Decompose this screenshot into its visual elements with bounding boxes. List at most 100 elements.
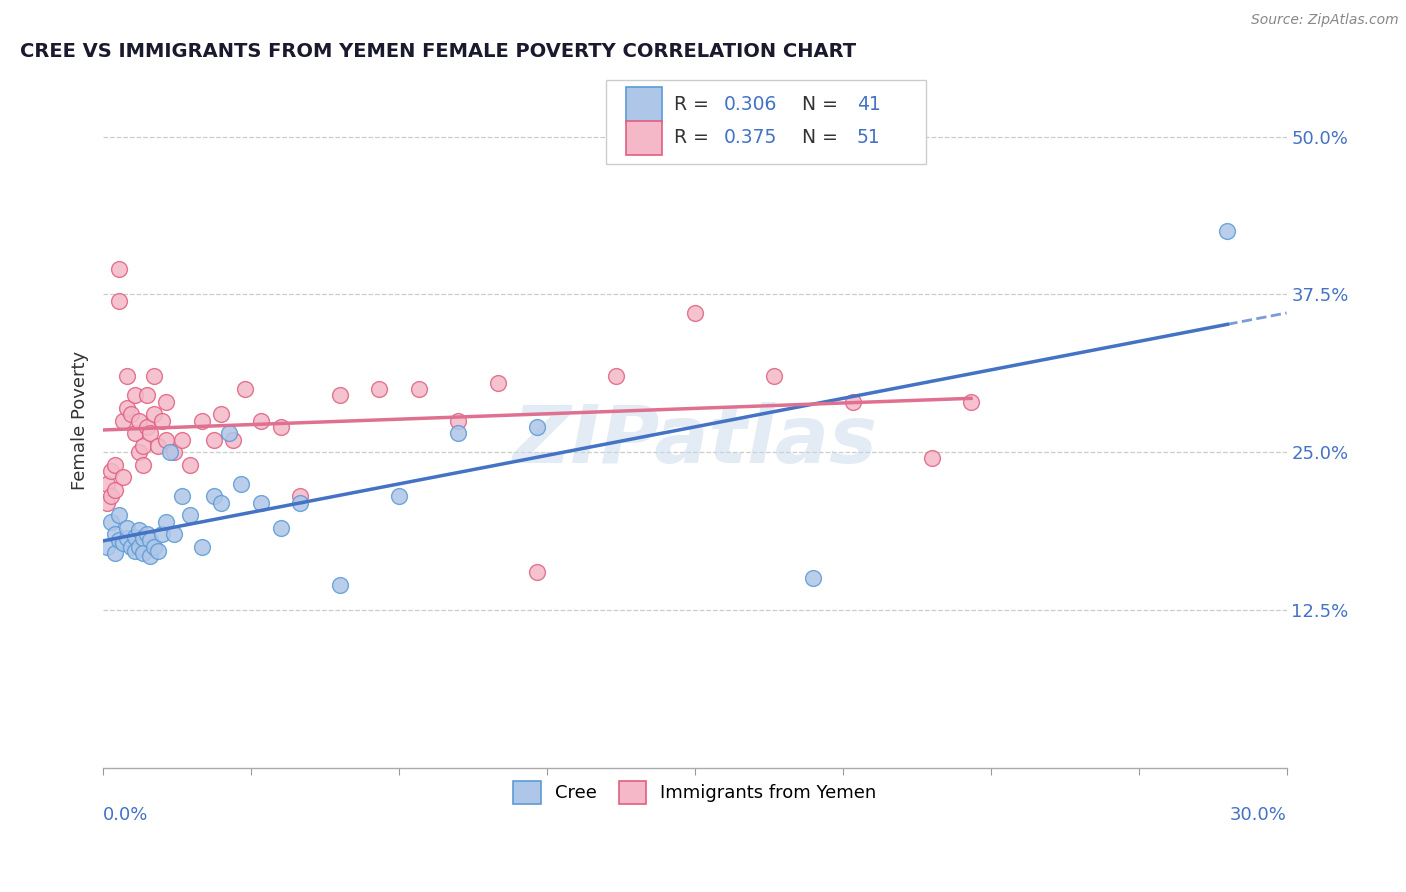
Point [388,489,411,503]
Text: ZIPatlas: ZIPatlas [512,402,877,481]
Point [163,445,186,459]
Point [155,515,177,529]
Point [155,433,177,447]
Point [96,540,118,554]
Point [233,382,256,396]
Text: N =: N = [790,95,844,114]
Point [290,489,312,503]
Point [231,476,253,491]
Point [143,369,166,384]
Text: 30.0%: 30.0% [1230,805,1286,824]
Point [104,483,127,497]
Point [762,369,785,384]
Point [211,407,233,421]
Point [329,388,352,402]
Y-axis label: Female Poverty: Female Poverty [72,351,89,490]
Point [408,382,430,396]
Point [124,543,146,558]
Text: 0.375: 0.375 [723,128,776,147]
Point [108,508,131,523]
Point [100,464,122,478]
Point [115,531,138,545]
Point [135,527,157,541]
Point [128,445,150,459]
Point [486,376,509,390]
Point [368,382,391,396]
Point [150,413,173,427]
Point [128,413,150,427]
Point [222,433,245,447]
Text: CREE VS IMMIGRANTS FROM YEMEN FEMALE POVERTY CORRELATION CHART: CREE VS IMMIGRANTS FROM YEMEN FEMALE POV… [20,42,856,61]
Point [120,540,142,554]
Point [290,495,312,509]
Point [139,426,162,441]
Point [131,546,153,560]
Point [801,571,824,585]
Point [128,540,150,554]
Text: 51: 51 [858,128,880,147]
Point [447,413,470,427]
Point [447,426,470,441]
Point [148,543,170,558]
Text: 41: 41 [858,95,882,114]
Point [124,426,146,441]
Point [143,540,166,554]
Point [143,407,166,421]
Point [150,527,173,541]
Point [104,527,127,541]
Point [526,420,548,434]
Point [218,426,240,441]
Point [128,524,150,538]
Point [1216,224,1239,238]
Point [202,433,225,447]
Point [155,394,177,409]
Point [96,495,118,509]
Point [100,489,122,503]
Point [202,489,225,503]
Point [170,433,193,447]
Point [148,439,170,453]
Point [96,476,118,491]
Point [115,521,138,535]
Point [108,293,131,308]
Point [115,369,138,384]
Point [190,540,212,554]
Point [111,413,134,427]
Point [124,388,146,402]
Point [139,533,162,548]
Point [131,531,153,545]
Text: Source: ZipAtlas.com: Source: ZipAtlas.com [1251,13,1399,28]
Point [605,369,627,384]
Point [250,413,273,427]
FancyBboxPatch shape [606,80,925,164]
Point [270,521,292,535]
Point [120,407,142,421]
Point [270,420,292,434]
Point [104,546,127,560]
Point [108,262,131,277]
Point [163,527,186,541]
Point [211,495,233,509]
Text: R =: R = [673,95,714,114]
Point [170,489,193,503]
Point [960,394,983,409]
Point [139,549,162,563]
Point [111,536,134,550]
Text: 0.0%: 0.0% [103,805,149,824]
Point [111,470,134,484]
Point [526,565,548,579]
Text: R =: R = [673,128,714,147]
Point [115,401,138,415]
Point [250,495,273,509]
Point [135,420,157,434]
Point [124,530,146,544]
Point [100,515,122,529]
Point [104,458,127,472]
Point [179,458,201,472]
Point [179,508,201,523]
Point [108,533,131,548]
Legend: Cree, Immigrants from Yemen: Cree, Immigrants from Yemen [506,774,883,811]
Text: 0.306: 0.306 [723,95,776,114]
Point [135,388,157,402]
Text: N =: N = [790,128,844,147]
